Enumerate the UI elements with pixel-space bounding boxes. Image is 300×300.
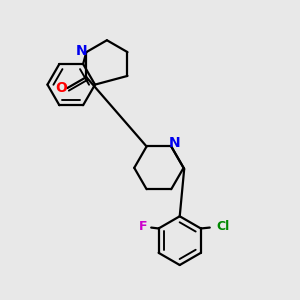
Text: N: N xyxy=(76,44,88,58)
Text: F: F xyxy=(139,220,147,233)
Text: N: N xyxy=(169,136,181,151)
Text: O: O xyxy=(55,81,67,95)
Text: Cl: Cl xyxy=(216,220,230,233)
